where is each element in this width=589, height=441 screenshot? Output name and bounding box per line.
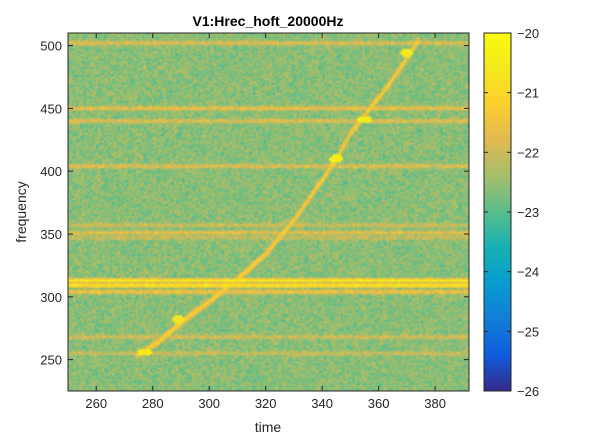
y-tick-label: 300 (40, 290, 62, 305)
x-tick-label: 300 (198, 396, 220, 411)
colorbar-tick-label: −23 (517, 205, 539, 220)
x-tick-label: 320 (255, 396, 277, 411)
y-tick-label: 500 (40, 39, 62, 54)
plot-area (67, 32, 470, 392)
colorbar-ticks: −20 −21 −22 −23 −24 −25 −26 (484, 26, 539, 399)
colorbar-tick-label: −26 (517, 384, 539, 399)
spectrogram-heatmap (68, 33, 469, 391)
chart-title: V1:Hrec_hoft_20000Hz (193, 13, 344, 29)
x-axis-label: time (255, 419, 282, 435)
colorbar-tick-label: −25 (517, 324, 539, 339)
x-tick-label: 360 (368, 396, 390, 411)
colorbar-tick-label: −24 (517, 265, 539, 280)
colorbar-tick-label: −21 (517, 86, 539, 101)
colorbar-gradient (483, 32, 512, 392)
colorbar: −20 −21 −22 −23 −24 −25 −26 (483, 26, 539, 399)
y-tick-label: 400 (40, 164, 62, 179)
y-tick-label: 350 (40, 227, 62, 242)
plot-frame (67, 32, 470, 392)
x-axis: 260 280 300 320 340 360 380 (85, 33, 446, 411)
y-axis: 250 300 350 400 450 500 (40, 39, 469, 368)
x-tick-label: 280 (142, 396, 164, 411)
colorbar-tick-label: −20 (517, 26, 539, 41)
y-axis-label: frequency (13, 181, 29, 242)
x-tick-label: 340 (311, 396, 333, 411)
colorbar-tick-label: −22 (517, 145, 539, 160)
x-tick-label: 260 (85, 396, 107, 411)
x-tick-label: 380 (424, 396, 446, 411)
y-tick-label: 250 (40, 353, 62, 368)
y-tick-label: 450 (40, 101, 62, 116)
